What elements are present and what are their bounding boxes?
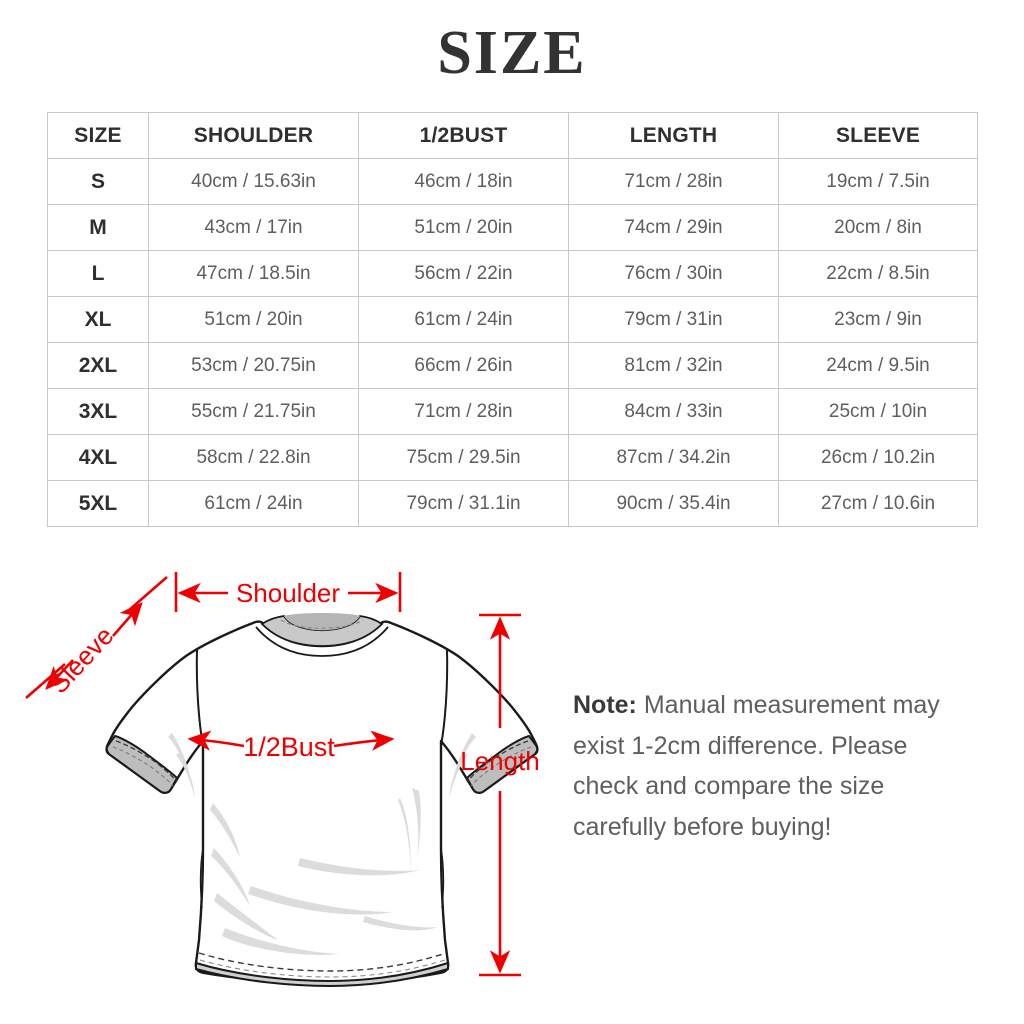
- cell-bust: 46cm / 18in: [358, 158, 569, 205]
- sleeve-label: Sleeve: [43, 621, 119, 700]
- tshirt-collar-band: [255, 626, 389, 657]
- cell-shoulder: 43cm / 17in: [148, 204, 359, 251]
- bust-arrow-left: [187, 730, 245, 751]
- cell-sleeve: 27cm / 10.6in: [778, 480, 978, 527]
- cell-length: 76cm / 30in: [568, 250, 779, 297]
- cell-sleeve: 23cm / 9in: [778, 296, 978, 343]
- cell-length: 90cm / 35.4in: [568, 480, 779, 527]
- cell-shoulder: 55cm / 21.75in: [148, 388, 359, 435]
- cell-bust: 71cm / 28in: [358, 388, 569, 435]
- tshirt-sleeve-cuff-stitch-right2: [470, 746, 532, 787]
- tshirt-sleeve-cuff-stitch-right: [466, 740, 529, 783]
- tshirt-sleeve-cuff-stitch-left2: [112, 746, 174, 787]
- cell-shoulder: 53cm / 20.75in: [148, 342, 359, 389]
- tshirt-body-crease-right: [440, 847, 445, 909]
- cell-sleeve: 22cm / 8.5in: [778, 250, 978, 297]
- cell-sleeve: 25cm / 10in: [778, 388, 978, 435]
- cell-bust: 51cm / 20in: [358, 204, 569, 251]
- cell-sleeve: 19cm / 7.5in: [778, 158, 978, 205]
- cell-shoulder: 47cm / 18.5in: [148, 250, 359, 297]
- cell-length: 71cm / 28in: [568, 158, 779, 205]
- cell-bust: 75cm / 29.5in: [358, 434, 569, 481]
- column-header-shoulder: SHOULDER: [148, 112, 359, 159]
- column-header-size: SIZE: [47, 112, 149, 159]
- cell-length: 74cm / 29in: [568, 204, 779, 251]
- cell-shoulder: 58cm / 22.8in: [148, 434, 359, 481]
- cell-size: XL: [47, 296, 149, 343]
- size-chart-table-container: SIZE SHOULDER 1/2BUST LENGTH SLEEVE S 40…: [47, 112, 978, 527]
- cell-size: S: [47, 158, 149, 205]
- tshirt-fabric-folds: [210, 788, 438, 955]
- cell-length: 81cm / 32in: [568, 342, 779, 389]
- shoulder-label: Shoulder: [236, 578, 340, 608]
- sleeve-measurement: Sleeve: [25, 576, 168, 700]
- cell-shoulder: 40cm / 15.63in: [148, 158, 359, 205]
- tshirt-body-outline: [105, 620, 539, 985]
- length-measurement: Length: [460, 613, 540, 977]
- measurement-note: Note: Manual measurement may exist 1-2cm…: [573, 685, 978, 847]
- cell-size: M: [47, 204, 149, 251]
- cell-bust: 79cm / 31.1in: [358, 480, 569, 527]
- sleeve-arrow-lower: [45, 659, 74, 690]
- table-row: 2XL 53cm / 20.75in 66cm / 26in 81cm / 32…: [47, 342, 978, 389]
- cell-bust: 66cm / 26in: [358, 342, 569, 389]
- tshirt-neck-inner: [260, 615, 384, 647]
- cell-length: 84cm / 33in: [568, 388, 779, 435]
- tshirt-measurement-diagram: Shoulder Sleeve 1/2Bust Length: [0, 548, 1024, 1024]
- table-row: 4XL 58cm / 22.8in 75cm / 29.5in 87cm / 3…: [47, 434, 978, 481]
- tshirt-collar-ribbing: [280, 619, 364, 629]
- column-header-sleeve: SLEEVE: [778, 112, 978, 159]
- table-row: M 43cm / 17in 51cm / 20in 74cm / 29in 20…: [47, 204, 978, 251]
- cell-size: 3XL: [47, 388, 149, 435]
- cell-size: 4XL: [47, 434, 149, 481]
- column-header-length: LENGTH: [568, 112, 779, 159]
- sleeve-tick-upper: [127, 576, 168, 612]
- cell-size: 5XL: [47, 480, 149, 527]
- table-row: 5XL 61cm / 24in 79cm / 31.1in 90cm / 35.…: [47, 480, 978, 527]
- tshirt-bottom-hem: [195, 961, 449, 988]
- bust-measurement: 1/2Bust: [187, 730, 395, 762]
- tshirt-illustration: [105, 613, 539, 988]
- cell-sleeve: 26cm / 10.2in: [778, 434, 978, 481]
- table-row: 3XL 55cm / 21.75in 71cm / 28in 84cm / 33…: [47, 388, 978, 435]
- bust-arrow-right: [333, 730, 395, 751]
- tshirt-sleeve-shading: [168, 733, 476, 798]
- cell-sleeve: 24cm / 9.5in: [778, 342, 978, 389]
- tshirt-neck-shadow: [284, 613, 360, 631]
- shoulder-measurement: Shoulder: [174, 572, 402, 612]
- cell-sleeve: 20cm / 8in: [778, 204, 978, 251]
- tshirt-bottom-hem-stitch: [198, 952, 447, 972]
- table-row: S 40cm / 15.63in 46cm / 18in 71cm / 28in…: [47, 158, 978, 205]
- column-header-bust: 1/2BUST: [358, 112, 569, 159]
- table-row: XL 51cm / 20in 61cm / 24in 79cm / 31in 2…: [47, 296, 978, 343]
- tshirt-sleeve-cuff-stitch-left: [115, 740, 178, 783]
- cell-size: L: [47, 250, 149, 297]
- cell-bust: 61cm / 24in: [358, 296, 569, 343]
- cell-length: 87cm / 34.2in: [568, 434, 779, 481]
- cell-bust: 56cm / 22in: [358, 250, 569, 297]
- tshirt-body-crease-left: [199, 847, 204, 909]
- table-header-row: SIZE SHOULDER 1/2BUST LENGTH SLEEVE: [47, 112, 978, 159]
- tshirt-bottom-hem-stitch2: [199, 959, 446, 978]
- cell-length: 79cm / 31in: [568, 296, 779, 343]
- page-title: SIZE: [437, 19, 587, 87]
- note-label: Note:: [573, 691, 637, 719]
- cell-shoulder: 51cm / 20in: [148, 296, 359, 343]
- size-chart-table: SIZE SHOULDER 1/2BUST LENGTH SLEEVE S 40…: [47, 112, 978, 527]
- cell-size: 2XL: [47, 342, 149, 389]
- length-label: Length: [460, 746, 540, 776]
- bust-label: 1/2Bust: [243, 732, 335, 762]
- tshirt-sleeve-cuff-left: [105, 734, 179, 794]
- tshirt-sleeve-cuff-right: [465, 734, 539, 794]
- cell-shoulder: 61cm / 24in: [148, 480, 359, 527]
- table-row: L 47cm / 18.5in 56cm / 22in 76cm / 30in …: [47, 250, 978, 297]
- tshirt-armhole-seam-right: [440, 648, 449, 747]
- note-text: Manual measurement may exist 1-2cm diffe…: [573, 691, 940, 841]
- sleeve-arrow-upper: [112, 602, 143, 637]
